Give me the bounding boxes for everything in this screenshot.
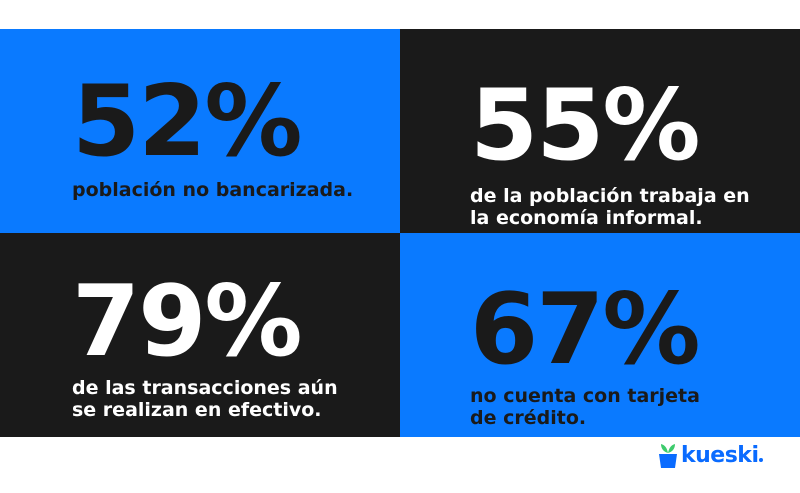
stats-grid: 52% población no bancarizada. 55% de la … bbox=[0, 29, 800, 437]
brand-dot bbox=[759, 458, 764, 462]
brand-name: kueski bbox=[681, 442, 759, 468]
stat-value: 79% bbox=[72, 265, 303, 379]
stat-caption: no cuenta con tarjeta de crédito. bbox=[470, 385, 700, 429]
kueski-logo: kueski bbox=[657, 438, 764, 472]
stat-value: 52% bbox=[72, 65, 303, 179]
stat-value: 55% bbox=[470, 69, 701, 183]
stat-tile-no-credit-card: 67% no cuenta con tarjeta de crédito. bbox=[400, 233, 800, 437]
stat-caption: población no bancarizada. bbox=[72, 179, 354, 201]
stat-caption: de las transacciones aún se realizan en … bbox=[72, 377, 338, 421]
plant-pot-icon bbox=[659, 444, 677, 468]
stat-value: 67% bbox=[470, 273, 701, 387]
stat-tile-unbanked: 52% población no bancarizada. bbox=[0, 29, 400, 233]
stat-caption: de la población trabaja en la economía i… bbox=[470, 185, 750, 229]
stat-tile-informal-economy: 55% de la población trabaja en la econom… bbox=[400, 29, 800, 233]
stat-tile-cash-transactions: 79% de las transacciones aún se realizan… bbox=[0, 233, 400, 437]
